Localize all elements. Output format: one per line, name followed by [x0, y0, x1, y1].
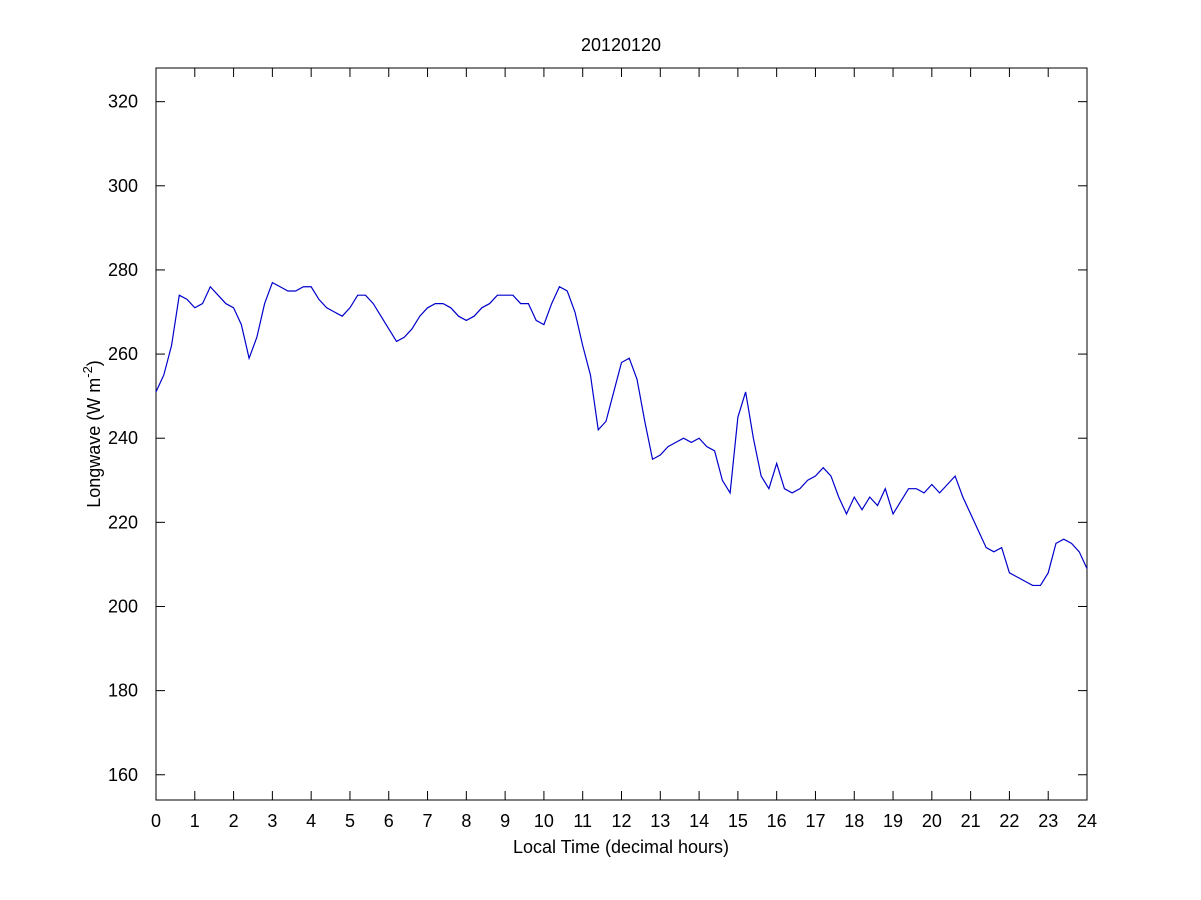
x-tick-label: 24: [1077, 811, 1097, 831]
x-tick-label: 22: [999, 811, 1019, 831]
x-tick-label: 21: [961, 811, 981, 831]
x-tick-label: 0: [151, 811, 161, 831]
data-line: [155, 281, 1088, 587]
y-tick-label: 200: [108, 596, 138, 616]
x-tick-label: 11: [573, 811, 592, 831]
x-tick-label: 8: [461, 811, 471, 831]
x-tick-label: 1: [190, 811, 200, 831]
x-tick-label: 4: [306, 811, 316, 831]
x-tick-label: 17: [805, 811, 825, 831]
x-tick-label: 23: [1038, 811, 1058, 831]
y-tick-label: 160: [108, 765, 138, 785]
x-tick-label: 13: [650, 811, 670, 831]
x-tick-label: 19: [883, 811, 903, 831]
y-label-text: Longwave (W m: [84, 378, 104, 508]
x-tick-label: 16: [767, 811, 787, 831]
y-tick-label: 240: [108, 428, 138, 448]
x-tick-label: 5: [345, 811, 355, 831]
y-tick-label: 280: [108, 260, 138, 280]
x-axis-label: Local Time (decimal hours): [513, 837, 729, 857]
x-tick-label: 9: [500, 811, 510, 831]
x-tick-label: 2: [229, 811, 239, 831]
plot-area: [155, 67, 1088, 801]
y-tick-label: 320: [108, 92, 138, 112]
y-tick-label: 220: [108, 512, 138, 532]
y-label-after: ): [84, 360, 104, 366]
x-tick-label: 14: [689, 811, 709, 831]
x-tick-label: 6: [384, 811, 394, 831]
chart-title: 20120120: [581, 35, 661, 55]
y-axis-label: Longwave (W m-2): [80, 360, 104, 508]
y-tick-label: 300: [108, 176, 138, 196]
x-tick-label: 15: [728, 811, 748, 831]
x-tick-label: 20: [922, 811, 942, 831]
x-tick-label: 12: [611, 811, 631, 831]
y-tick-label: 260: [108, 344, 138, 364]
x-tick-label: 10: [534, 811, 554, 831]
x-tick-label: 7: [423, 811, 433, 831]
y-label-sup: -2: [80, 366, 95, 378]
y-tick-label: 180: [108, 681, 138, 701]
x-tick-label: 3: [267, 811, 277, 831]
x-tick-label: 18: [844, 811, 864, 831]
